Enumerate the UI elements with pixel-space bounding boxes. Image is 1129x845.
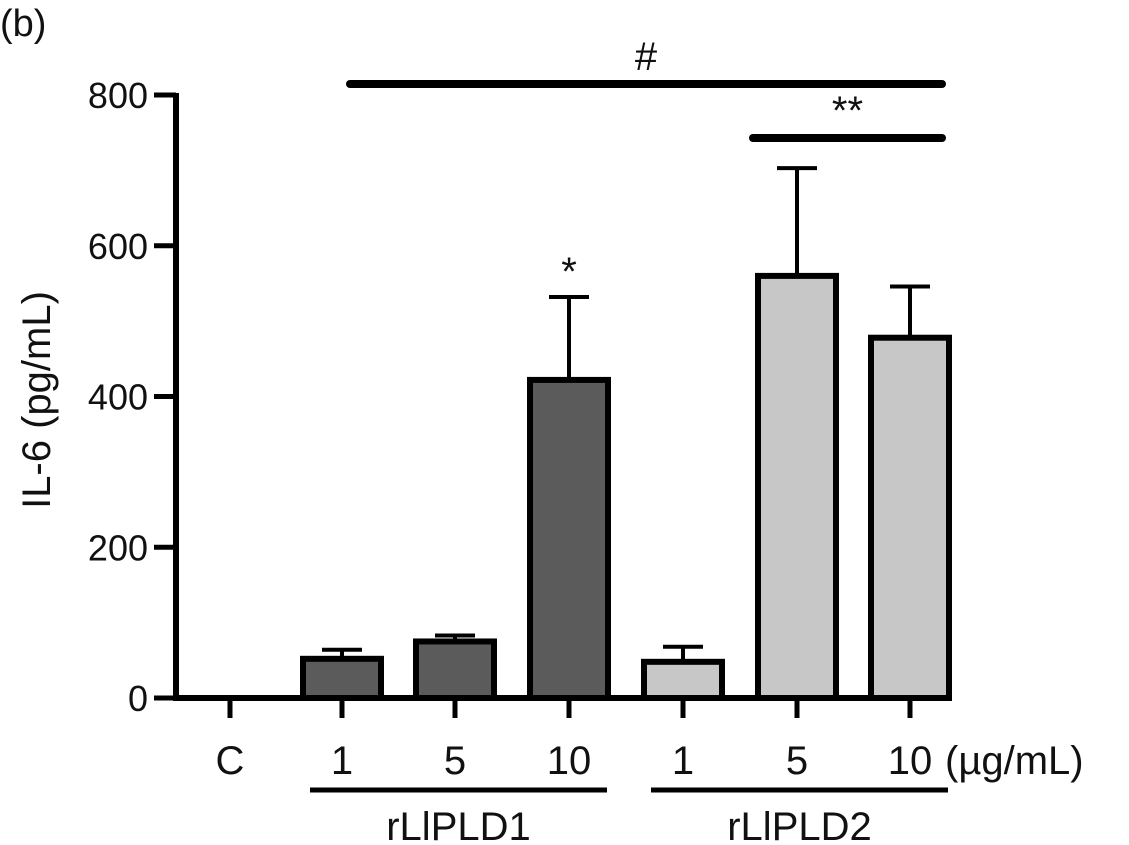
panel-label: (b) bbox=[0, 3, 46, 45]
bar bbox=[755, 272, 839, 701]
group-label: rLlPLD2 bbox=[727, 805, 872, 845]
y-tick-label: 800 bbox=[88, 75, 148, 116]
bar bbox=[413, 638, 497, 701]
x-tick-label: 1 bbox=[672, 739, 694, 783]
y-tick-label: 200 bbox=[88, 527, 148, 568]
x-tick-label: 10 bbox=[888, 739, 933, 783]
y-tick-label: 600 bbox=[88, 226, 148, 267]
x-tick-label: 1 bbox=[331, 739, 353, 783]
x-tick-label: C bbox=[216, 739, 245, 783]
bar bbox=[300, 655, 384, 701]
bracket-label: ** bbox=[832, 89, 863, 133]
x-tick-label: 10 bbox=[547, 739, 592, 783]
bar bbox=[527, 376, 611, 701]
y-axis-label: IL-6 (pg/mL) bbox=[15, 291, 59, 509]
y-tick-label: 400 bbox=[88, 377, 148, 418]
significance-star: * bbox=[561, 250, 577, 294]
x-tick-label: 5 bbox=[444, 739, 466, 783]
x-tick-label: 5 bbox=[786, 739, 808, 783]
x-unit-label: (µg/mL) bbox=[945, 739, 1084, 783]
bar bbox=[868, 334, 952, 701]
group-label: rLlPLD1 bbox=[386, 805, 531, 845]
y-tick-label: 0 bbox=[128, 678, 148, 719]
bracket-label: # bbox=[635, 35, 658, 79]
bar bbox=[641, 658, 725, 702]
